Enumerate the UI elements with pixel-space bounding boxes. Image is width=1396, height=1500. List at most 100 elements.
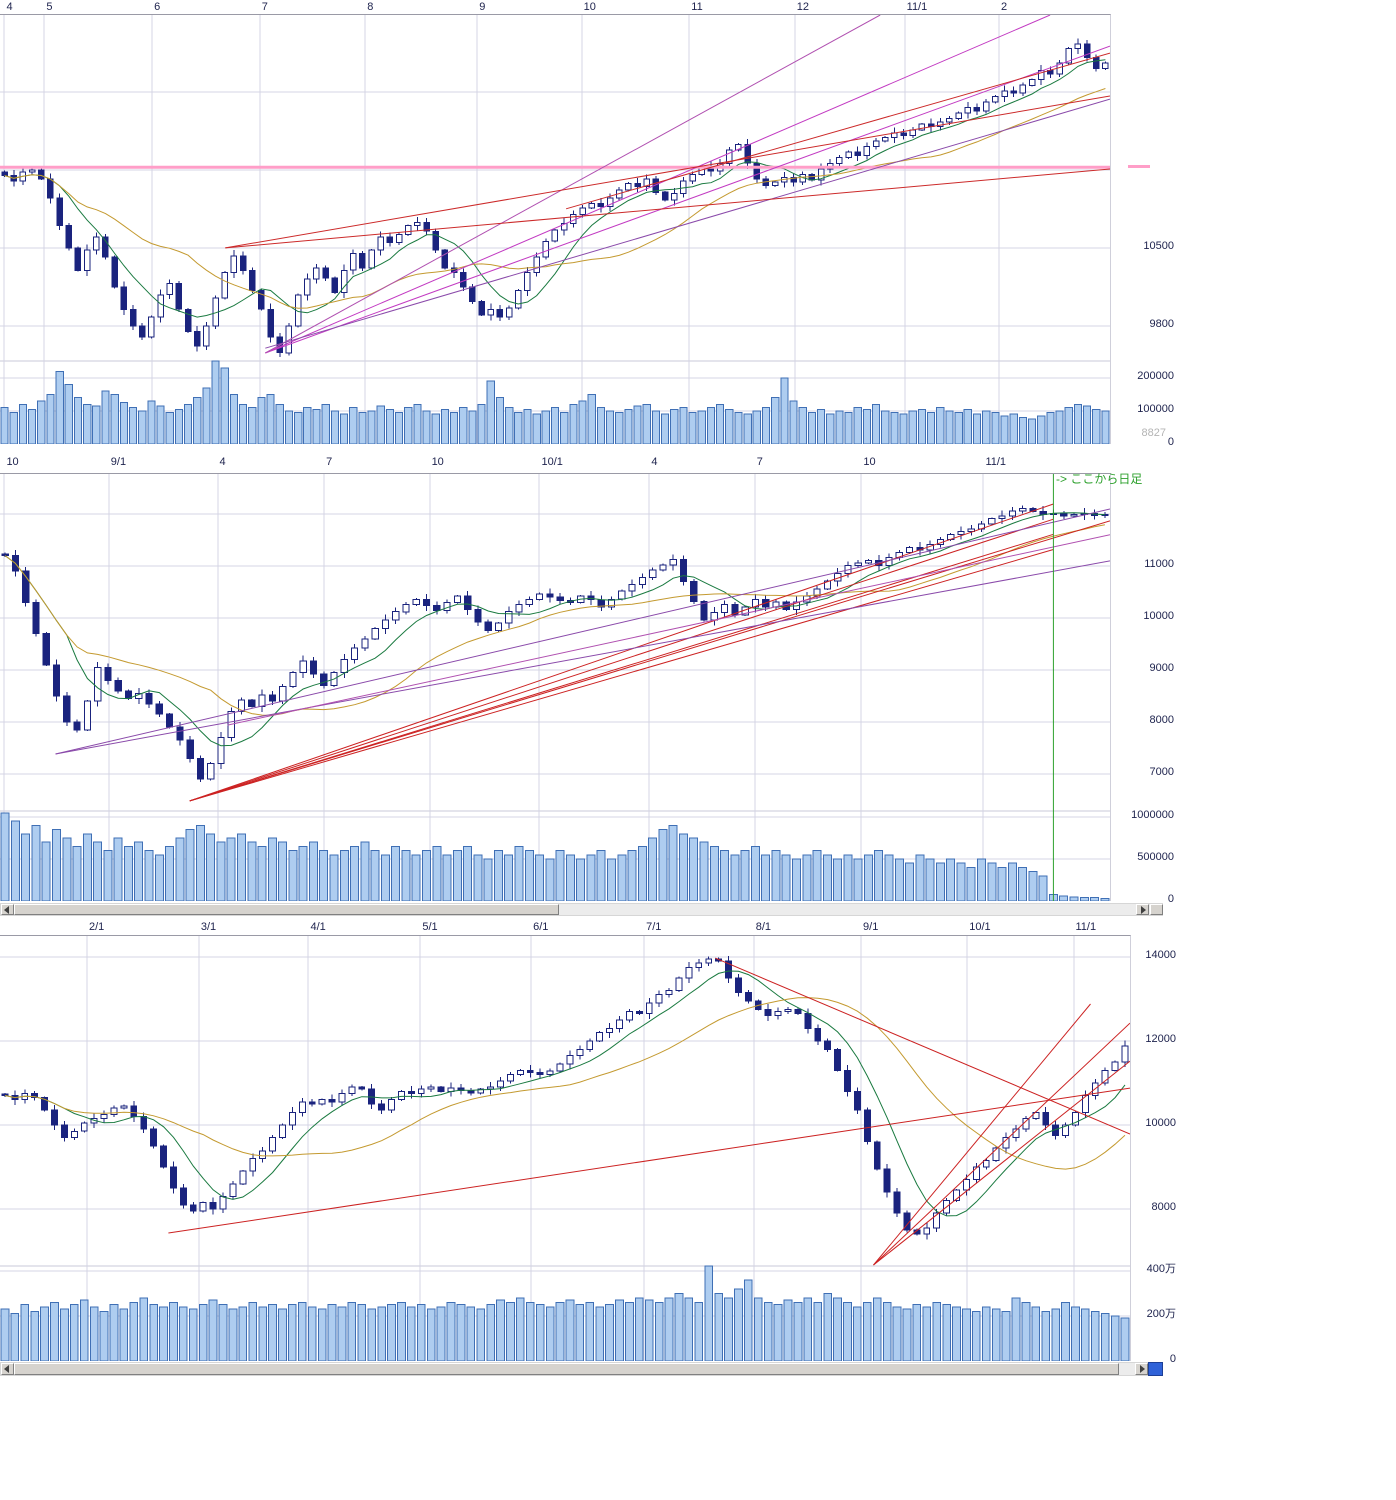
- x-axis-label: 3/1: [200, 921, 217, 933]
- x-axis-label: 4: [651, 456, 658, 468]
- price-tick-label: 9800: [1149, 317, 1174, 330]
- corner-button[interactable]: [1148, 1362, 1163, 1376]
- x-axis-label: 4: [219, 456, 226, 468]
- gridlines: [0, 474, 1110, 901]
- x-axis-label: 11/1: [906, 1, 928, 13]
- x-axis-label: 7/1: [646, 921, 662, 933]
- trend-line[interactable]: [225, 95, 1111, 249]
- x-axis-label: 10: [583, 1, 596, 13]
- volume-tick-label: 0: [1167, 893, 1174, 905]
- left-triangle-icon: [4, 906, 9, 914]
- volume-tick-label: 400万: [1146, 1262, 1176, 1275]
- trend-line[interactable]: [265, 14, 1051, 354]
- right-triangle-icon: [1140, 1365, 1145, 1373]
- x-axis-label: 7: [326, 456, 333, 468]
- volume-tick-label: 1000000: [1131, 808, 1174, 821]
- moving-average-line: [4, 997, 1126, 1170]
- scrollbar-end-box[interactable]: [1150, 904, 1163, 915]
- x-axis-label: 11: [691, 1, 703, 13]
- x-axis-label: 6/1: [533, 921, 549, 933]
- scroll-right-arrow-icon[interactable]: [1135, 1363, 1148, 1375]
- moving-average-line: [4, 970, 1126, 1217]
- trend-line[interactable]: [225, 168, 1111, 249]
- trend-line[interactable]: [873, 1022, 1131, 1266]
- moving-average-line: [4, 512, 1105, 747]
- trend-line[interactable]: [565, 52, 1111, 210]
- trend-line[interactable]: [227, 534, 1111, 726]
- chart-plot[interactable]: [0, 14, 1111, 445]
- x-axis-label: 6: [154, 1, 161, 13]
- right-triangle-icon: [1141, 906, 1146, 914]
- x-axis-label: 9/1: [110, 456, 127, 468]
- volume-tick-label: 200000: [1137, 369, 1174, 382]
- chart-canvas[interactable]: [0, 474, 1111, 902]
- x-axis-label: 4: [6, 1, 13, 13]
- price-tick-label: 10000: [1145, 1116, 1176, 1129]
- x-axis-label: 2/1: [89, 921, 105, 933]
- x-axis-label: 10: [431, 456, 444, 468]
- x-axis-label: 9: [479, 1, 486, 13]
- trend-line[interactable]: [873, 1003, 1091, 1266]
- moving-average-line: [4, 59, 1106, 318]
- x-axis-label: 11/1: [1075, 921, 1097, 933]
- hline-right-tag: [1128, 165, 1150, 169]
- horizontal-scrollbar-middle[interactable]: [0, 903, 1163, 916]
- horizontal-scrollbar-bottom[interactable]: [0, 1362, 1148, 1376]
- price-tick-label: 11000: [1144, 557, 1174, 570]
- scrollbar-thumb[interactable]: [14, 904, 559, 915]
- trend-line[interactable]: [265, 98, 1111, 349]
- volume-tick-label: 0: [1169, 1353, 1176, 1365]
- chart-plot[interactable]: [0, 473, 1111, 902]
- x-axis-label: 5/1: [422, 921, 438, 933]
- x-axis-label: 4/1: [310, 921, 326, 933]
- x-axis-label: 7: [756, 456, 763, 468]
- price-tick-label: 8000: [1151, 1200, 1176, 1213]
- price-tick-label: 8000: [1149, 713, 1174, 726]
- left-triangle-icon: [4, 1365, 9, 1373]
- x-axis-label: 5: [46, 1, 53, 13]
- volume-bars: [0, 360, 1110, 445]
- daily-from-here-annotation: -> ここから日足: [1056, 472, 1143, 486]
- price-tick-label: 10000: [1143, 609, 1174, 622]
- price-tick-label: 12000: [1145, 1032, 1176, 1045]
- chart-canvas[interactable]: [0, 14, 1111, 445]
- trend-line[interactable]: [189, 533, 1054, 802]
- x-axis-label: 8/1: [755, 921, 771, 933]
- volume-tick-label: 0: [1167, 436, 1174, 448]
- scroll-left-arrow-icon[interactable]: [1, 904, 14, 915]
- volume-tick-label: 200万: [1146, 1307, 1176, 1320]
- candles: [1, 38, 1109, 357]
- chart-panel-top: 8827 4 5 6 7 8 9 10 11 12 11/1 2 10500 9800 200000 100…: [0, 0, 1180, 448]
- trend-line[interactable]: [168, 1087, 1131, 1234]
- trend-line[interactable]: [265, 14, 881, 354]
- x-axis-label: 10: [6, 456, 19, 468]
- chart-panel-bottom: 2/1 3/1 4/1 5/1 6/1 7/1 8/1 9/1 10/1 11/1 14000 120…: [0, 920, 1182, 1365]
- x-axis-label: 12: [796, 1, 809, 13]
- x-axis-label: 10/1: [969, 921, 991, 933]
- volume-tick-label: 500000: [1137, 850, 1174, 863]
- scroll-right-arrow-icon[interactable]: [1136, 904, 1149, 915]
- x-axis-label: 2: [1001, 1, 1008, 13]
- volume-bars: [0, 812, 1110, 902]
- trend-line[interactable]: [873, 1060, 1131, 1266]
- gridlines: [0, 936, 1130, 1361]
- x-axis-label: 9/1: [863, 921, 879, 933]
- trend-line[interactable]: [265, 45, 1111, 354]
- x-axis-label: 11/1: [985, 456, 1007, 468]
- moving-average-line: [4, 524, 1105, 716]
- x-axis-label: 10: [863, 456, 876, 468]
- trend-line[interactable]: [55, 560, 1111, 755]
- trend-line[interactable]: [189, 549, 1054, 802]
- trend-line[interactable]: [189, 503, 1054, 802]
- scroll-left-arrow-icon[interactable]: [1, 1363, 14, 1375]
- price-tick-label: 14000: [1145, 948, 1176, 961]
- chart-plot[interactable]: [0, 935, 1131, 1362]
- trend-line[interactable]: [189, 520, 1111, 802]
- scrollbar-thumb[interactable]: [14, 1363, 1119, 1375]
- x-axis-label: 8: [367, 1, 374, 13]
- trend-line[interactable]: [715, 957, 1131, 1135]
- chart-canvas[interactable]: [0, 936, 1131, 1362]
- trend-line[interactable]: [189, 518, 1054, 802]
- trend-line[interactable]: [55, 508, 1111, 755]
